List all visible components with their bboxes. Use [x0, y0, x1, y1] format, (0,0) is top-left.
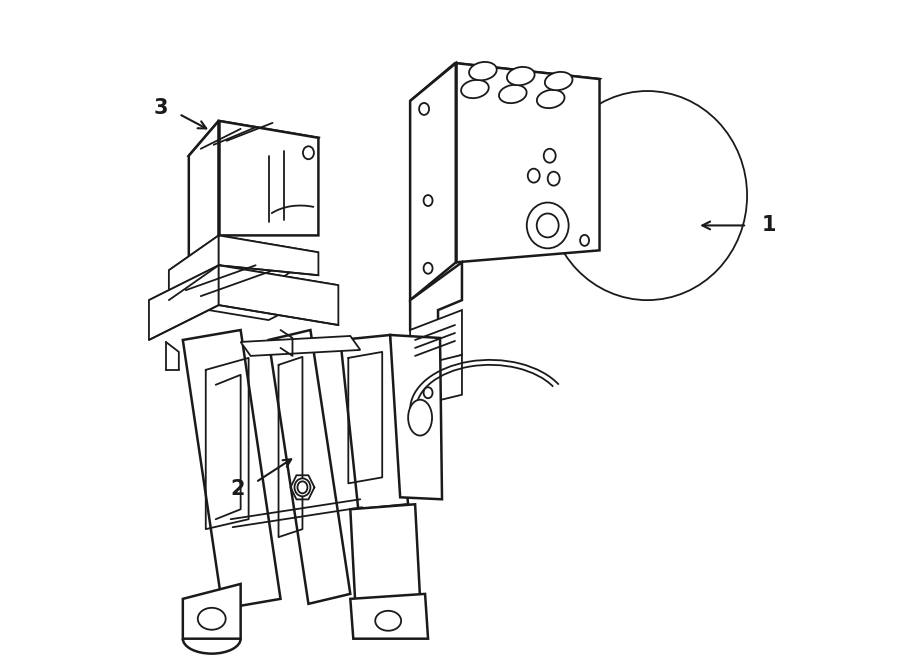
Polygon shape	[410, 262, 462, 330]
Ellipse shape	[499, 85, 526, 103]
Polygon shape	[350, 594, 428, 639]
Polygon shape	[391, 335, 442, 499]
Polygon shape	[169, 235, 219, 300]
Ellipse shape	[424, 263, 433, 274]
Polygon shape	[183, 584, 240, 639]
Polygon shape	[219, 121, 319, 235]
Polygon shape	[219, 265, 338, 325]
Ellipse shape	[527, 169, 540, 182]
Polygon shape	[240, 336, 360, 356]
Ellipse shape	[544, 72, 572, 90]
Polygon shape	[350, 504, 420, 604]
Polygon shape	[183, 330, 281, 609]
Ellipse shape	[544, 149, 555, 163]
Polygon shape	[148, 265, 219, 340]
Polygon shape	[169, 235, 319, 287]
Ellipse shape	[526, 202, 569, 249]
Ellipse shape	[419, 103, 429, 115]
Ellipse shape	[408, 400, 432, 436]
Polygon shape	[456, 63, 599, 262]
Ellipse shape	[461, 80, 489, 98]
Ellipse shape	[507, 67, 535, 85]
Ellipse shape	[548, 172, 560, 186]
Text: 2: 2	[230, 479, 245, 499]
Polygon shape	[410, 310, 462, 370]
Polygon shape	[189, 121, 219, 270]
Polygon shape	[400, 355, 462, 410]
Ellipse shape	[294, 479, 310, 496]
Polygon shape	[410, 63, 599, 118]
Ellipse shape	[424, 195, 433, 206]
Polygon shape	[148, 265, 338, 320]
Ellipse shape	[303, 146, 314, 159]
Ellipse shape	[537, 90, 564, 108]
Ellipse shape	[424, 387, 433, 398]
Text: 3: 3	[154, 98, 168, 118]
Polygon shape	[219, 235, 319, 275]
Polygon shape	[340, 335, 408, 509]
Ellipse shape	[536, 214, 559, 237]
Polygon shape	[268, 330, 350, 604]
Ellipse shape	[298, 481, 308, 493]
Text: 1: 1	[761, 215, 777, 235]
Polygon shape	[189, 121, 319, 174]
Ellipse shape	[469, 62, 497, 80]
Polygon shape	[410, 63, 456, 300]
Polygon shape	[398, 378, 422, 405]
Ellipse shape	[375, 611, 401, 631]
Ellipse shape	[198, 608, 226, 630]
Ellipse shape	[580, 235, 590, 246]
Ellipse shape	[548, 91, 747, 300]
